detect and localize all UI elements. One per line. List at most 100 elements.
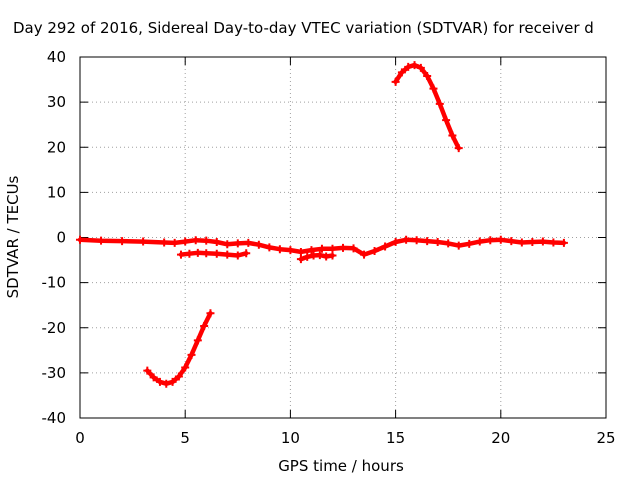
data-point [185, 249, 194, 258]
data-point [97, 236, 106, 245]
x-tick-label: 10 [281, 429, 300, 447]
data-point [454, 144, 463, 153]
y-tick-label: -30 [42, 364, 67, 382]
data-point [143, 366, 152, 375]
data-point [416, 63, 425, 72]
data-point [391, 238, 400, 247]
data-point [429, 84, 438, 93]
y-tick-label: 30 [47, 93, 66, 111]
data-point [486, 236, 495, 245]
x-tick-label: 5 [180, 429, 190, 447]
data-point [202, 236, 211, 245]
data-point [317, 244, 326, 253]
data-point [275, 245, 284, 254]
tick-labels: 0 5 10 15 20 25 -40 -30 -20 -10 0 10 20 30 40 [42, 48, 616, 447]
data-point [435, 99, 444, 108]
y-tick-label: -40 [42, 409, 67, 427]
data-point [160, 238, 169, 247]
data-point [155, 377, 164, 386]
x-tick-label: 0 [75, 429, 85, 447]
x-tick-label: 25 [596, 429, 615, 447]
data-point [76, 235, 84, 244]
data-point [118, 237, 127, 246]
data-point [412, 236, 421, 245]
data-point [381, 242, 390, 251]
data-point [170, 238, 179, 247]
data-point [242, 249, 251, 258]
data-point [233, 251, 242, 260]
data-point [296, 255, 305, 264]
data-point [538, 237, 547, 246]
data-point [475, 237, 484, 246]
data-point [265, 243, 274, 252]
data-point [448, 131, 457, 140]
data-point [233, 239, 242, 248]
data-point [187, 350, 196, 359]
x-tick-label: 20 [491, 429, 510, 447]
data-point [193, 248, 202, 257]
data-point [206, 309, 215, 318]
data-point [162, 379, 171, 388]
plot-frame [79, 56, 607, 419]
data-point [507, 237, 516, 246]
data-point [181, 363, 190, 372]
data-point [212, 238, 221, 247]
y-tick-label: 10 [47, 183, 66, 201]
chart-title: Day 292 of 2016, Sidereal Day-to-day VTE… [13, 19, 594, 37]
series-layer [76, 61, 568, 388]
data-point [370, 247, 379, 256]
data-point [444, 239, 453, 248]
data-point [559, 238, 568, 247]
data-point [200, 321, 209, 330]
x-axis-label: GPS time / hours [278, 457, 404, 475]
data-point [433, 238, 442, 247]
data-point [307, 246, 316, 255]
ticks [79, 56, 607, 419]
data-point [496, 235, 505, 244]
data-point [244, 238, 253, 247]
data-point [174, 372, 183, 381]
y-tick-label: 20 [47, 138, 66, 156]
data-point [410, 61, 419, 70]
data-point [193, 336, 202, 345]
data-point [549, 238, 558, 247]
data-point [168, 377, 177, 386]
data-point [339, 243, 347, 252]
data-point [423, 71, 432, 80]
data-point [212, 249, 221, 258]
data-point [328, 244, 337, 253]
data-point [328, 251, 337, 260]
data-point [528, 238, 537, 247]
data-point [404, 62, 413, 71]
data-point [202, 249, 211, 258]
data-point [286, 246, 295, 255]
data-point [191, 236, 200, 245]
grid [80, 57, 606, 418]
data-point [223, 250, 232, 259]
data-point [149, 373, 158, 382]
data-point [315, 251, 324, 260]
data-point [442, 116, 451, 125]
x-tick-label: 15 [386, 429, 405, 447]
data-point [176, 250, 185, 259]
data-point [391, 77, 400, 86]
data-point [402, 235, 411, 244]
data-point [465, 239, 474, 248]
y-tick-label: 0 [56, 229, 66, 247]
data-point [223, 240, 232, 249]
data-point [517, 238, 526, 247]
y-tick-label: -20 [42, 319, 67, 337]
data-point [349, 244, 358, 253]
data-point [423, 237, 432, 246]
data-point [454, 241, 463, 250]
data-point [397, 68, 406, 77]
y-axis-label: SDTVAR / TECUs [4, 175, 22, 298]
data-point [254, 240, 263, 249]
data-point [303, 252, 312, 261]
y-tick-label: 40 [47, 48, 66, 66]
data-point [360, 250, 369, 259]
data-point [181, 237, 190, 246]
data-point [296, 247, 305, 256]
data-point [139, 237, 148, 246]
